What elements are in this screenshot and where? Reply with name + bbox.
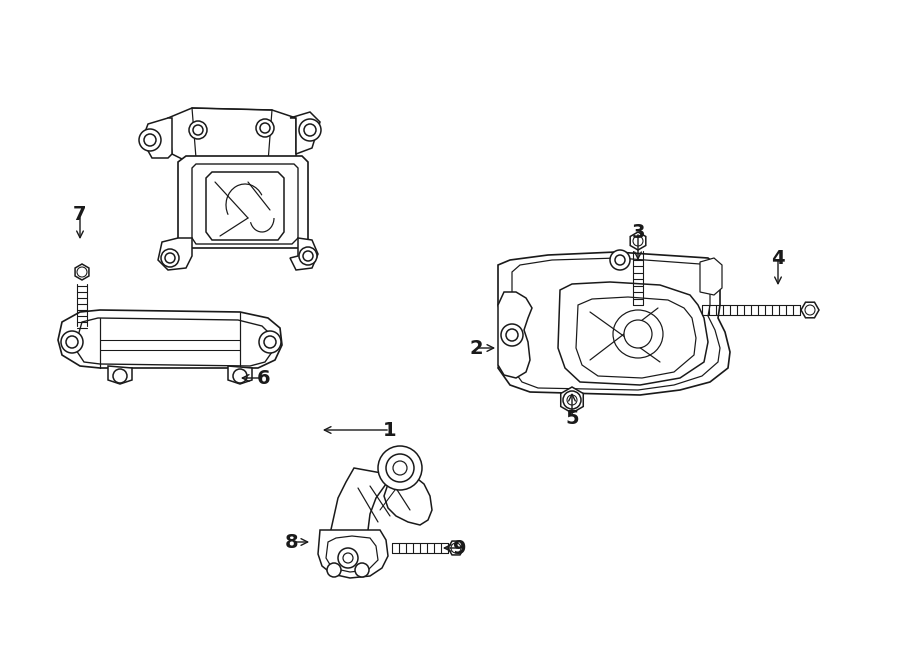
Polygon shape [108,366,132,384]
Text: 5: 5 [565,408,579,428]
Circle shape [304,124,316,136]
Circle shape [259,331,281,353]
Polygon shape [512,258,720,390]
Circle shape [256,119,274,137]
Circle shape [501,324,523,346]
Circle shape [615,255,625,265]
Circle shape [260,123,270,133]
Polygon shape [290,238,318,270]
Polygon shape [561,387,583,413]
Text: 6: 6 [257,368,271,387]
Text: 1: 1 [383,420,397,440]
Circle shape [165,253,175,263]
Polygon shape [448,541,464,555]
Circle shape [567,395,577,405]
Circle shape [633,236,643,246]
Circle shape [113,369,127,383]
Polygon shape [630,232,646,250]
Polygon shape [158,238,192,270]
Polygon shape [498,252,730,395]
Polygon shape [58,310,282,368]
Circle shape [386,454,414,482]
Circle shape [805,305,815,315]
Polygon shape [142,118,172,158]
Polygon shape [76,318,272,366]
Polygon shape [558,282,708,385]
Circle shape [189,121,207,139]
Circle shape [303,251,313,261]
Circle shape [299,247,317,265]
Polygon shape [318,530,388,578]
Circle shape [161,249,179,267]
Circle shape [144,134,156,146]
Text: 3: 3 [631,223,644,241]
Circle shape [193,125,203,135]
Polygon shape [576,297,696,378]
Circle shape [66,336,78,348]
Circle shape [506,329,518,341]
Text: 2: 2 [469,338,482,358]
Circle shape [139,129,161,151]
Polygon shape [178,156,308,248]
Circle shape [624,320,652,348]
Polygon shape [330,468,432,564]
Polygon shape [75,264,89,280]
Circle shape [77,267,87,277]
Circle shape [393,461,407,475]
Circle shape [451,543,461,553]
Circle shape [233,369,247,383]
Circle shape [355,563,369,577]
Circle shape [327,563,341,577]
Polygon shape [228,366,252,384]
Polygon shape [326,536,378,572]
Polygon shape [801,302,819,318]
Polygon shape [168,108,296,170]
Polygon shape [290,112,320,154]
Polygon shape [700,258,722,295]
Polygon shape [498,292,532,378]
Polygon shape [206,172,284,240]
Circle shape [338,548,358,568]
Circle shape [343,553,353,563]
Text: 4: 4 [771,249,785,268]
Text: 9: 9 [454,539,467,557]
Circle shape [610,250,630,270]
Circle shape [299,119,321,141]
Circle shape [264,336,276,348]
Circle shape [378,446,422,490]
Polygon shape [192,164,298,244]
Text: 7: 7 [73,206,86,225]
Text: 8: 8 [285,533,299,551]
Circle shape [563,391,581,409]
Circle shape [61,331,83,353]
